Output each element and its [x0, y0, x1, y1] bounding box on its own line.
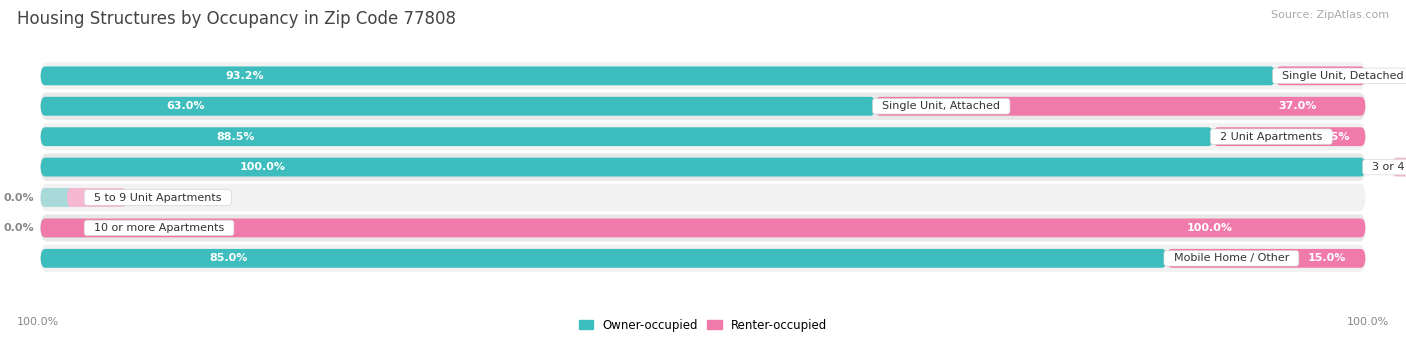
FancyBboxPatch shape — [41, 249, 1167, 268]
FancyBboxPatch shape — [41, 158, 1365, 177]
FancyBboxPatch shape — [41, 123, 1365, 150]
FancyBboxPatch shape — [67, 188, 127, 207]
FancyBboxPatch shape — [876, 97, 1365, 116]
FancyBboxPatch shape — [41, 153, 1365, 181]
Text: 3 or 4 Unit Apartments: 3 or 4 Unit Apartments — [1365, 162, 1406, 172]
Text: 85.0%: 85.0% — [209, 253, 247, 263]
Text: 10 or more Apartments: 10 or more Apartments — [87, 223, 231, 233]
Text: Source: ZipAtlas.com: Source: ZipAtlas.com — [1271, 10, 1389, 20]
Text: Mobile Home / Other: Mobile Home / Other — [1167, 253, 1296, 263]
FancyBboxPatch shape — [1392, 158, 1406, 177]
Text: 11.5%: 11.5% — [1312, 132, 1350, 142]
Text: 100.0%: 100.0% — [1347, 317, 1389, 327]
FancyBboxPatch shape — [1213, 127, 1365, 146]
Text: 37.0%: 37.0% — [1278, 101, 1316, 111]
Text: Single Unit, Detached: Single Unit, Detached — [1275, 71, 1406, 81]
FancyBboxPatch shape — [41, 66, 1275, 85]
Text: 100.0%: 100.0% — [17, 317, 59, 327]
Text: 93.2%: 93.2% — [226, 71, 264, 81]
Text: 0.0%: 0.0% — [3, 223, 34, 233]
Text: Single Unit, Attached: Single Unit, Attached — [876, 101, 1007, 111]
Legend: Owner-occupied, Renter-occupied: Owner-occupied, Renter-occupied — [574, 314, 832, 337]
FancyBboxPatch shape — [41, 214, 1365, 242]
FancyBboxPatch shape — [41, 244, 1365, 272]
Text: 15.0%: 15.0% — [1308, 253, 1346, 263]
Text: 0.0%: 0.0% — [141, 193, 170, 203]
FancyBboxPatch shape — [41, 92, 1365, 120]
FancyBboxPatch shape — [41, 62, 1365, 90]
Text: 63.0%: 63.0% — [166, 101, 204, 111]
Text: 88.5%: 88.5% — [217, 132, 254, 142]
FancyBboxPatch shape — [41, 127, 1213, 146]
Text: 2 Unit Apartments: 2 Unit Apartments — [1213, 132, 1330, 142]
FancyBboxPatch shape — [41, 184, 1365, 211]
FancyBboxPatch shape — [1167, 249, 1365, 268]
FancyBboxPatch shape — [41, 219, 1365, 237]
FancyBboxPatch shape — [41, 97, 876, 116]
FancyBboxPatch shape — [1275, 66, 1365, 85]
Text: 6.8%: 6.8% — [1379, 71, 1406, 81]
Text: 100.0%: 100.0% — [239, 162, 285, 172]
FancyBboxPatch shape — [41, 219, 87, 237]
FancyBboxPatch shape — [41, 188, 87, 207]
Text: 0.0%: 0.0% — [3, 193, 34, 203]
Text: Housing Structures by Occupancy in Zip Code 77808: Housing Structures by Occupancy in Zip C… — [17, 10, 456, 28]
Text: 100.0%: 100.0% — [1187, 223, 1233, 233]
Text: 5 to 9 Unit Apartments: 5 to 9 Unit Apartments — [87, 193, 228, 203]
